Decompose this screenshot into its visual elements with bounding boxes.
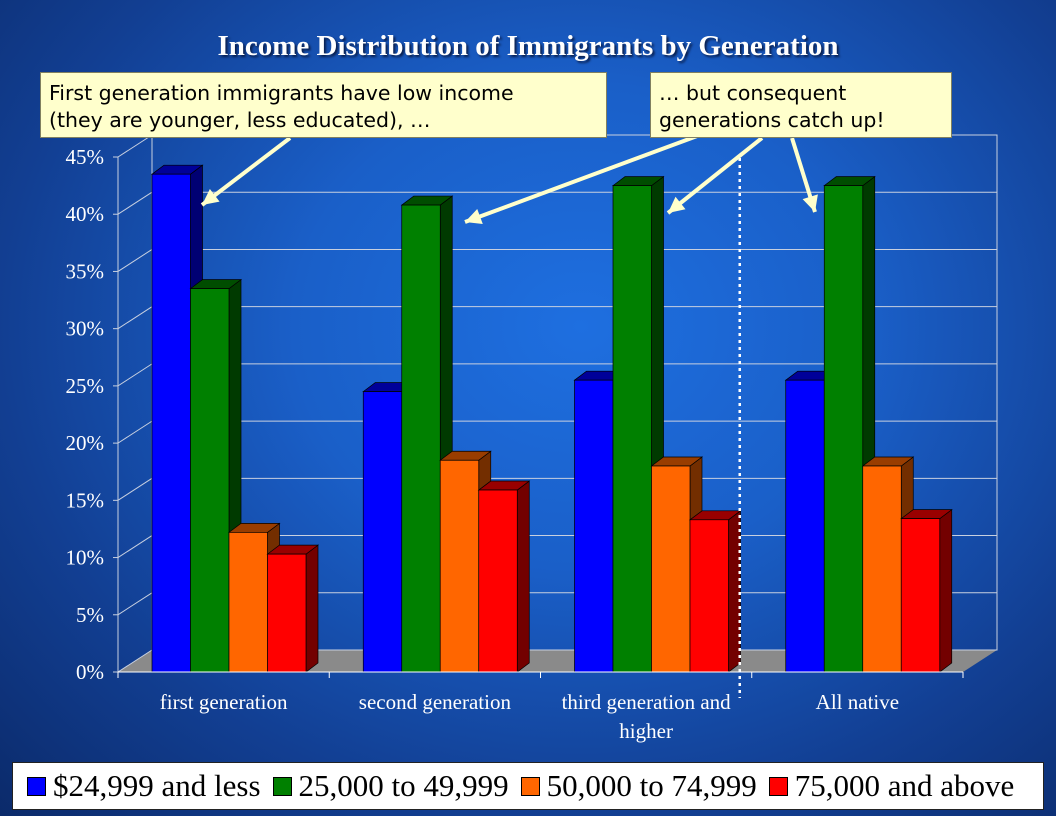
bar bbox=[651, 465, 691, 673]
gridline-side bbox=[117, 592, 153, 616]
gridline-side bbox=[117, 363, 153, 387]
callout-left-line1: First generation immigrants have low inc… bbox=[49, 81, 514, 105]
bar bbox=[612, 185, 652, 673]
gridline-side bbox=[117, 191, 153, 215]
y-tick-label: 25% bbox=[66, 374, 105, 398]
legend-swatch bbox=[272, 776, 292, 796]
chart-floor bbox=[118, 650, 997, 672]
gridline-side bbox=[117, 249, 153, 272]
legend-label: $24,999 and less bbox=[53, 768, 261, 803]
annotation-arrowhead bbox=[802, 194, 818, 212]
y-tick-label: 15% bbox=[66, 488, 105, 512]
bar bbox=[190, 288, 230, 673]
bar bbox=[362, 391, 403, 673]
callout-right-line2: generations catch up! bbox=[659, 108, 885, 132]
y-tick-label: 45% bbox=[66, 145, 105, 169]
y-tick-label: 30% bbox=[66, 317, 105, 341]
bar bbox=[478, 489, 518, 673]
bar-side bbox=[939, 508, 953, 673]
legend-item: 75,000 and above bbox=[768, 768, 1015, 804]
gridline-side bbox=[117, 134, 153, 158]
annotation-arrow bbox=[200, 136, 292, 207]
annotation-arrowhead bbox=[202, 188, 220, 205]
bar bbox=[267, 553, 307, 673]
bar-side bbox=[516, 480, 530, 673]
gridline-side bbox=[117, 306, 153, 330]
legend-item: 50,000 to 74,999 bbox=[520, 768, 757, 804]
x-category-label: higher bbox=[619, 719, 673, 743]
annotation-arrow bbox=[666, 136, 764, 215]
y-tick-label: 0% bbox=[76, 660, 104, 684]
annotation-arrowhead bbox=[465, 208, 483, 224]
bar-side bbox=[728, 510, 741, 673]
y-tick-label: 35% bbox=[66, 259, 105, 283]
bar bbox=[862, 465, 902, 673]
bar bbox=[823, 185, 864, 673]
legend-label: 75,000 and above bbox=[794, 768, 1015, 803]
bar bbox=[689, 519, 729, 673]
gridline-side bbox=[117, 649, 153, 673]
bar bbox=[228, 532, 268, 673]
legend-label: 25,000 to 49,999 bbox=[298, 768, 509, 803]
x-category-label: second generation bbox=[359, 690, 512, 714]
legend-item: $24,999 and less bbox=[27, 768, 261, 804]
bar bbox=[439, 459, 480, 673]
annotation-arrow bbox=[464, 130, 709, 224]
bar bbox=[401, 204, 441, 673]
legend-item: 25,000 to 49,999 bbox=[272, 768, 509, 804]
legend-swatch bbox=[27, 776, 46, 796]
y-tick-label: 40% bbox=[66, 202, 105, 226]
bar-side bbox=[305, 544, 319, 673]
gridline-side bbox=[117, 420, 153, 444]
callout-left-line2: (they are younger, less educated), … bbox=[49, 108, 431, 132]
x-category-label: third generation and bbox=[562, 690, 732, 714]
bar bbox=[151, 173, 191, 673]
bar bbox=[574, 379, 614, 673]
callout-first-generation: First generation immigrants have low inc… bbox=[40, 72, 607, 138]
x-category-label: first generation bbox=[160, 690, 288, 714]
gridline-side bbox=[117, 535, 153, 558]
annotation-arrowhead bbox=[668, 196, 686, 213]
callout-catch-up: … but consequent generations catch up! bbox=[650, 72, 952, 138]
legend-label: 50,000 to 74,999 bbox=[546, 768, 757, 803]
bar bbox=[900, 518, 941, 673]
y-tick-label: 5% bbox=[76, 603, 104, 627]
gridline-side bbox=[117, 477, 153, 501]
bar bbox=[785, 379, 825, 673]
x-category-label: All native bbox=[816, 690, 899, 714]
y-tick-label: 20% bbox=[66, 431, 105, 455]
callout-right-line1: … but consequent bbox=[659, 81, 847, 105]
legend-swatch bbox=[768, 776, 788, 796]
chart-legend: $24,999 and less 25,000 to 49,999 50,000… bbox=[12, 762, 1044, 810]
y-tick-label: 10% bbox=[66, 546, 105, 570]
chart-title: Income Distribution of Immigrants by Gen… bbox=[217, 30, 839, 62]
legend-swatch bbox=[520, 776, 540, 796]
